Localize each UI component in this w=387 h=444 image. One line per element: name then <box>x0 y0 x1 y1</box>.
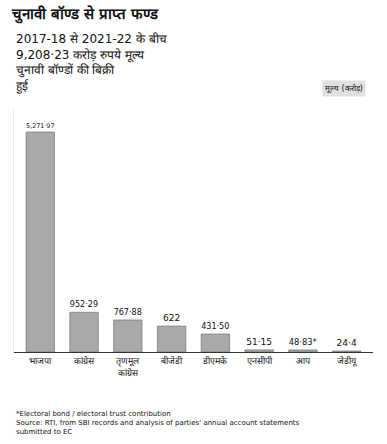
svg-text:जेडीयू: जेडीयू <box>337 355 358 367</box>
svg-text:भाजपा: भाजपा <box>29 356 52 366</box>
svg-text:बीजेडी: बीजेडी <box>161 355 183 366</box>
svg-text:622: 622 <box>163 313 180 323</box>
svg-text:767·88: 767·88 <box>114 308 142 317</box>
svg-text:24·4: 24·4 <box>337 338 357 348</box>
svg-text:431·50: 431·50 <box>201 322 229 331</box>
svg-text:2017-18 से 2021-22 के बीच9,208: 2017-18 से 2021-22 के बीच9,208·23 करोड़ … <box>16 32 167 94</box>
svg-text:51·15: 51·15 <box>246 337 272 347</box>
svg-text:डीएमके: डीएमके <box>202 355 228 366</box>
svg-text:*Electoral bond / electoral tr: *Electoral bond / electoral trust contri… <box>16 410 300 436</box>
svg-text:आप: आप <box>296 356 311 366</box>
svg-text:चुनावी बॉण्ड से प्राप्त फण्ड: चुनावी बॉण्ड से प्राप्त फण्ड <box>11 5 160 24</box>
svg-text:5,271·97: 5,271·97 <box>26 122 54 130</box>
svg-text:एनसीपी: एनसीपी <box>247 355 273 366</box>
svg-text:तृणमूलकांग्रेस: तृणमूलकांग्रेस <box>116 356 140 378</box>
svg-text:मूल्य (करोड़): मूल्य (करोड़) <box>325 83 363 94</box>
svg-text:48·83*: 48·83* <box>289 337 317 347</box>
svg-text:952·29: 952·29 <box>70 300 98 309</box>
svg-text:कांग्रेस: कांग्रेस <box>74 355 95 366</box>
